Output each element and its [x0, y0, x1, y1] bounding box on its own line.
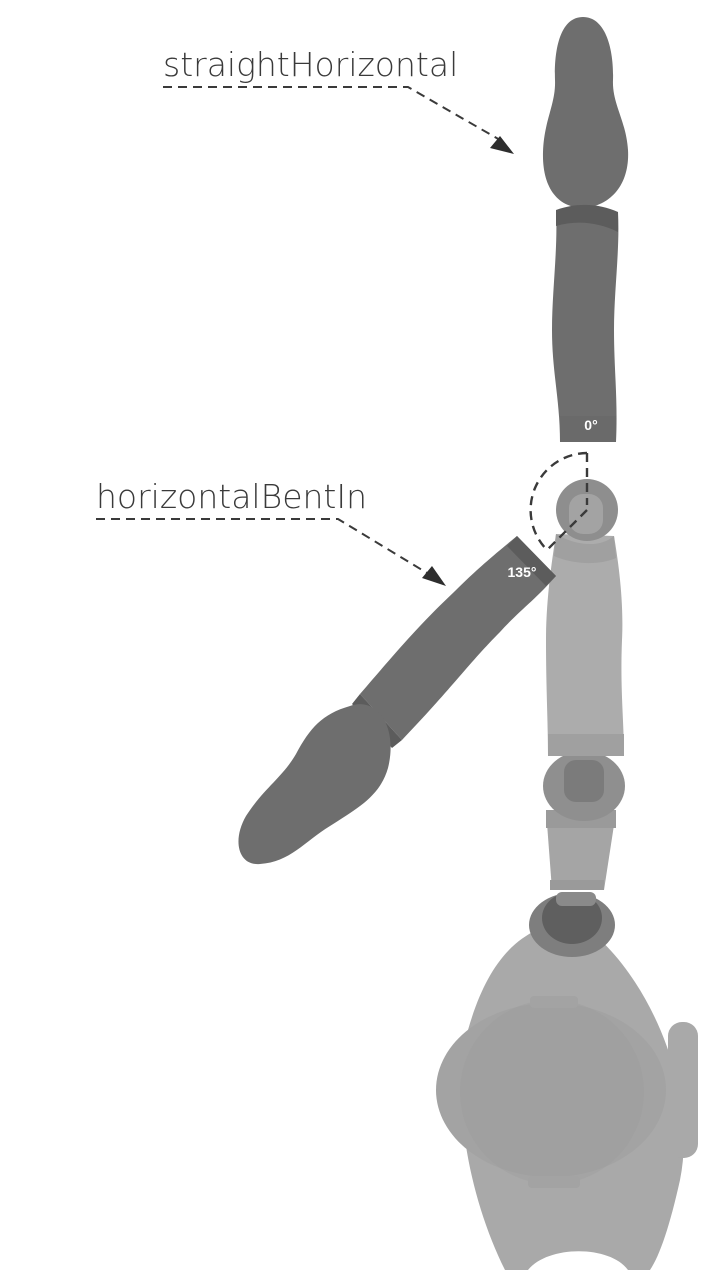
palm — [436, 920, 698, 1270]
angle-guide-diagonal — [546, 509, 588, 551]
straight-finger: 0° — [542, 17, 629, 442]
palm-center-disc — [436, 1003, 666, 1177]
label-straight-horizontal: straightHorizontal — [163, 45, 514, 154]
label-straight-text: straightHorizontal — [163, 45, 458, 84]
base-knuckle — [529, 892, 615, 957]
base-knuckle-neck — [556, 892, 596, 906]
middle-knuckle — [543, 751, 625, 821]
middle-phalanx-top-band — [554, 534, 616, 564]
middle-phalanx — [546, 534, 624, 756]
straight-angle-label: 0° — [584, 417, 597, 433]
straight-top-band — [556, 204, 618, 232]
palm-side-tab — [668, 1022, 698, 1158]
bent-top-band — [507, 536, 556, 586]
bent-angle-label: 135° — [508, 564, 537, 580]
straight-bottom-band — [560, 416, 616, 442]
angle-indicator — [529, 451, 589, 551]
label-straight-leader — [163, 86, 501, 141]
middle-phalanx-bottom-band — [548, 734, 624, 756]
label-horizontal-bent-in: horizontalBentIn — [96, 477, 446, 586]
label-bent-leader — [96, 518, 433, 577]
middle-phalanx-segment — [546, 534, 624, 756]
label-bent-text: horizontalBentIn — [96, 477, 367, 516]
lower-phalanx — [546, 810, 616, 890]
palm-bottom-notch — [528, 1176, 580, 1188]
bent-finger: 135° — [238, 536, 556, 865]
lower-phalanx-cap — [550, 880, 604, 890]
upper-joint-slot — [569, 494, 603, 534]
angle-arc — [529, 451, 588, 551]
bent-upper-segment — [360, 536, 556, 740]
palm-center-overlay — [460, 1000, 644, 1184]
arrow-head-icon — [490, 136, 514, 154]
straight-upper-segment — [552, 210, 619, 442]
palm-top-notch — [530, 996, 578, 1008]
arrow-head-icon — [422, 566, 446, 586]
middle-knuckle-slot — [564, 760, 604, 802]
straight-fingertip — [542, 17, 629, 208]
bent-fingertip — [238, 704, 391, 865]
lower-phalanx-segment — [546, 810, 616, 890]
